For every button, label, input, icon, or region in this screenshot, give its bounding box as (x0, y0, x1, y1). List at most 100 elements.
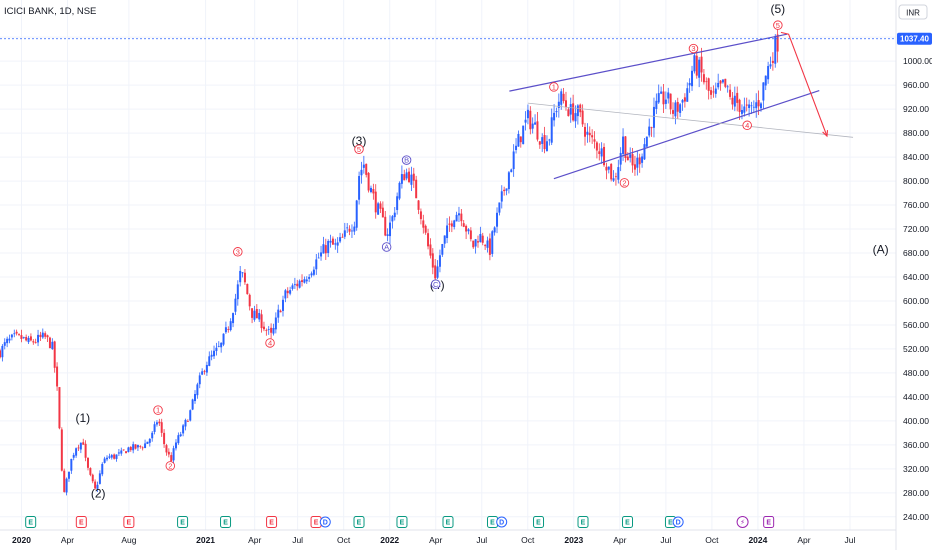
candle-body (27, 338, 30, 343)
candle-body (438, 255, 441, 267)
event-earnings-marker (577, 516, 589, 528)
last-price-value: 1037.40 (900, 35, 929, 44)
event-earnings-marker (622, 516, 634, 528)
candle-body (419, 211, 422, 220)
event-marker-label: E (357, 520, 362, 527)
candle-body (393, 212, 396, 218)
candle-body (77, 447, 80, 449)
candle-body (450, 223, 453, 227)
candle-body (710, 90, 713, 95)
candle-body (417, 200, 420, 210)
candle-body (400, 174, 403, 184)
candle-body (182, 425, 185, 434)
candle-body (56, 366, 59, 387)
candle-body (89, 468, 92, 475)
candle-body (671, 110, 674, 114)
candle-body (626, 156, 629, 161)
event-earnings-marker (75, 516, 87, 528)
candle-body (63, 470, 66, 492)
candle-body (493, 227, 496, 233)
trendlines (509, 31, 854, 180)
x-tick-label: Oct (705, 535, 719, 545)
candle-body (37, 334, 40, 343)
wave-label-minor: 3 (236, 247, 240, 256)
channel-lower-line (553, 89, 820, 180)
y-tick-label: 800.00 (903, 176, 929, 186)
wave-label-minor: 1 (156, 406, 160, 415)
candle-body (643, 144, 646, 160)
candle-body (617, 167, 620, 180)
wave-label-minor-circle (742, 120, 752, 131)
candle-body (545, 141, 548, 151)
candle-body (129, 446, 132, 451)
candle-body (220, 342, 223, 348)
candle-body (277, 309, 280, 318)
candle-body (676, 101, 679, 112)
candle-body (53, 341, 56, 368)
y-axis[interactable]: 240.00 280.00 320.00 360.00 400.00 440.00 480.… (903, 32, 932, 522)
candle-body (750, 105, 753, 107)
candle-body (479, 234, 482, 243)
event-dividend-marker (496, 516, 508, 528)
candle-body (301, 280, 304, 282)
candle-body (488, 238, 491, 255)
y-tick-label: 1000.00 (903, 56, 932, 66)
candle-body (674, 102, 677, 117)
candle-body (569, 104, 572, 115)
candle-body (574, 113, 577, 122)
candle-body (305, 279, 308, 282)
candle-body (248, 294, 251, 307)
wave-label-minor-circle (549, 82, 559, 92)
candle-body (548, 139, 551, 141)
candle-body (46, 335, 49, 338)
candle-body (86, 457, 89, 468)
candle-body (139, 445, 142, 447)
candle-body (191, 399, 194, 410)
candle-body (536, 121, 539, 140)
candle-body (396, 196, 399, 210)
candle-body (155, 422, 158, 425)
candle-body (6, 338, 9, 344)
wave-label-minor: 1 (552, 83, 556, 92)
candle-body (179, 434, 182, 437)
y-tick-label: 680.00 (903, 248, 929, 258)
candle-body (719, 80, 722, 84)
candle-body (553, 112, 556, 121)
candle-body (595, 142, 598, 151)
candle-body (177, 435, 180, 444)
candle-body (232, 313, 235, 324)
y-tick-label: 920.00 (903, 104, 929, 114)
candle-body (186, 420, 189, 422)
candle-body (270, 327, 273, 333)
currency-box[interactable] (898, 4, 928, 20)
x-tick-label: Jul (292, 535, 303, 545)
y-tick-label: 520.00 (903, 344, 929, 354)
y-tick-label: 240.00 (903, 512, 929, 522)
candle-body (622, 136, 625, 154)
x-axis[interactable]: 2020 Apr Aug 2021 Apr Jul Oct 2022 Apr Jul Oct 2023… (12, 535, 855, 545)
candle-body (465, 225, 468, 232)
candle-body (360, 169, 363, 176)
candle-body (467, 229, 470, 232)
y-tick-label: 600.00 (903, 296, 929, 306)
candle-body (379, 203, 382, 209)
candle-body (410, 174, 413, 185)
candle-body (167, 451, 170, 455)
event-marker-label: E (127, 520, 132, 527)
candle-body (460, 213, 463, 222)
event-marker-label: E (581, 520, 586, 527)
candle-body (762, 82, 765, 101)
candle-body (122, 449, 125, 451)
candle-body (503, 189, 506, 192)
candle-body (562, 93, 565, 102)
wave-label-major: (1) (76, 411, 91, 425)
event-earnings-marker (396, 516, 408, 528)
y-tick-label: 840.00 (903, 152, 929, 162)
candle-body (117, 452, 120, 454)
candle-body (315, 259, 318, 270)
symbol-title[interactable]: ICICI BANK, 1D, NSE (4, 6, 96, 17)
candle-body (358, 176, 361, 200)
candle-body (610, 163, 613, 180)
candle-body (576, 105, 579, 117)
